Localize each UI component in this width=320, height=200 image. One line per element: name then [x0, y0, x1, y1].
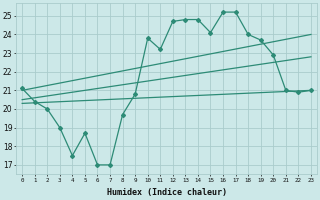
X-axis label: Humidex (Indice chaleur): Humidex (Indice chaleur): [107, 188, 227, 197]
